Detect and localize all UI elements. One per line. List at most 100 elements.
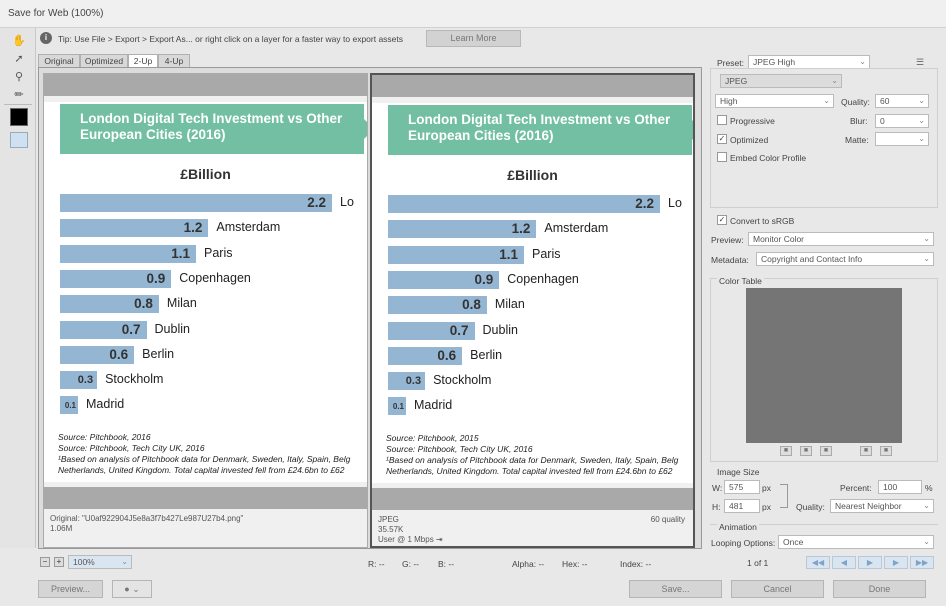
preset-value: JPEG High — [753, 57, 796, 67]
browser-preview-select[interactable]: ● ⌄ — [112, 580, 152, 598]
learn-more-button[interactable]: Learn More — [426, 30, 521, 47]
zoom-level-value: 100% — [73, 557, 95, 567]
source-line: Source: Pitchbook, Tech City UK, 2016 — [386, 444, 533, 454]
city-bar: 1.1 — [60, 244, 196, 263]
tip-text: Tip: Use File > Export > Export As... or… — [58, 34, 404, 44]
tab-2-up[interactable]: 2-Up — [128, 54, 158, 68]
infographic-unit-label: £Billion — [180, 166, 231, 182]
convert-srgb-checkbox[interactable]: ✓ — [717, 215, 727, 225]
chevron-down-icon: ⌄ — [121, 557, 128, 566]
frame-counter: 1 of 1 — [747, 558, 769, 568]
progressive-label: Progressive — [730, 116, 775, 126]
embed-color-profile-checkbox[interactable] — [717, 152, 727, 162]
tab-optimized[interactable]: Optimized — [80, 54, 128, 68]
eyedropper-tool-icon[interactable]: ✏ — [14, 88, 24, 101]
new-color-icon[interactable]: ■ — [860, 446, 872, 456]
progressive-checkbox[interactable] — [717, 115, 727, 125]
tab-4-up[interactable]: 4-Up — [158, 54, 190, 68]
color-table-section — [710, 278, 938, 462]
blue-readout: B: -- — [438, 559, 455, 569]
done-button[interactable]: Done — [833, 580, 926, 598]
height-input[interactable]: 481 — [724, 499, 760, 513]
city-bar-value: 0.6 — [437, 347, 457, 363]
last-frame-icon[interactable]: ▶▶ — [910, 556, 934, 569]
map-colors-icon[interactable]: ■ — [780, 446, 792, 456]
cancel-button[interactable]: Cancel — [731, 580, 824, 598]
looping-options-value: Once — [783, 537, 804, 547]
play-icon[interactable]: ▶ — [858, 556, 882, 569]
looping-options-select[interactable]: Once ⌄ — [778, 535, 934, 549]
toggle-slices-icon[interactable] — [10, 132, 28, 148]
city-bar: 2.2 — [388, 195, 660, 213]
width-input[interactable]: 575 — [724, 480, 760, 494]
optimized-checkbox[interactable]: ✓ — [717, 134, 727, 144]
alpha-readout: Alpha: -- — [512, 559, 545, 569]
city-bar: 1.2 — [388, 220, 537, 239]
blur-input[interactable]: 0 ⌄ — [875, 114, 929, 128]
city-bar-label: Amsterdam — [544, 221, 609, 236]
animation-divider — [710, 524, 938, 525]
constrain-proportions-link-icon[interactable] — [780, 484, 788, 508]
city-bar-label: Berlin — [142, 346, 175, 361]
city-bar-value: 1.1 — [499, 246, 518, 262]
eyedropper-color-swatch[interactable] — [10, 108, 28, 126]
optimized-pane[interactable]: London Digital Tech Investment vs Other E… — [370, 73, 695, 548]
city-bar-value: 1.2 — [183, 220, 203, 236]
width-unit: px — [762, 483, 771, 493]
preview-canvas: London Digital Tech Investment vs Other E… — [44, 102, 367, 482]
matte-select[interactable]: ⌄ — [875, 132, 929, 146]
infographic-title-line: European Cities (2016) — [80, 127, 226, 142]
city-bar: 0.3 — [388, 372, 426, 391]
chevron-down-icon: ⌄ — [132, 584, 140, 594]
quality-input[interactable]: 60 ⌄ — [875, 94, 929, 108]
chevron-down-icon: ⌄ — [923, 537, 930, 546]
city-bar-value: 0.9 — [474, 271, 494, 287]
footnote: Netherlands, United Kingdom. Total capit… — [58, 465, 345, 475]
pane-info-text: 1.06M — [50, 524, 73, 533]
width-value: 575 — [729, 482, 744, 492]
preview-select[interactable]: Monitor Color ⌄ — [748, 232, 934, 246]
format-select[interactable]: JPEG ⌄ — [720, 74, 842, 88]
shift-web-palette-icon[interactable]: ■ — [800, 446, 812, 456]
preview-label: Preview: — [711, 235, 744, 245]
save-button[interactable]: Save... — [629, 580, 722, 598]
infographic-unit-label: £Billion — [507, 167, 558, 183]
preview-top-bar — [44, 74, 367, 96]
preset-menu-icon[interactable]: ☰ — [916, 57, 925, 67]
chevron-down-icon: ⌄ — [923, 254, 930, 263]
preview-top-bar — [372, 75, 693, 97]
city-bar: 0.3 — [60, 371, 98, 390]
resample-quality-select[interactable]: Nearest Neighbor ⌄ — [830, 499, 934, 513]
city-bar-label: Dublin — [154, 321, 190, 336]
preview-button[interactable]: Preview... — [38, 580, 103, 598]
zoom-level-select[interactable]: 100% ⌄ — [68, 555, 132, 569]
convert-srgb-label: Convert to sRGB — [730, 216, 795, 226]
original-pane[interactable]: London Digital Tech Investment vs Other E… — [43, 73, 368, 548]
city-bar: 0.1 — [388, 397, 406, 416]
slice-select-tool-icon[interactable]: ➚ — [14, 52, 24, 65]
quality-level-select[interactable]: High ⌄ — [715, 94, 834, 108]
zoom-in-icon[interactable]: + — [54, 557, 64, 567]
percent-input[interactable]: 100 — [878, 480, 922, 494]
pane-info-text: User @ 1 Mbps ⇥ — [378, 535, 443, 544]
height-unit: px — [762, 502, 771, 512]
zoom-tool-icon[interactable]: ⚲ — [14, 70, 24, 83]
city-bar-value: 2.2 — [635, 196, 654, 211]
metadata-select[interactable]: Copyright and Contact Info ⌄ — [756, 252, 934, 266]
preview-bottom-bar — [372, 488, 693, 510]
city-bar-value: 0.7 — [449, 322, 469, 338]
lock-color-icon[interactable]: ■ — [820, 446, 832, 456]
infographic-title: London Digital Tech Investment vs Other E… — [388, 105, 693, 155]
pane-info-text: JPEG — [378, 515, 399, 524]
delete-color-icon[interactable]: ■ — [880, 446, 892, 456]
hand-tool-icon[interactable]: ✋ — [12, 34, 26, 47]
preset-label: Preset: — [717, 58, 744, 68]
tab-original[interactable]: Original — [38, 54, 80, 68]
next-frame-icon[interactable]: ▶ — [884, 556, 908, 569]
window-titlebar: Save for Web (100%) — [0, 0, 946, 28]
previous-frame-icon[interactable]: ◀ — [832, 556, 856, 569]
preset-select[interactable]: JPEG High ⌄ — [748, 55, 870, 69]
first-frame-icon[interactable]: ◀◀ — [806, 556, 830, 569]
resample-quality-label: Quality: — [796, 502, 825, 512]
zoom-out-icon[interactable]: − — [40, 557, 50, 567]
